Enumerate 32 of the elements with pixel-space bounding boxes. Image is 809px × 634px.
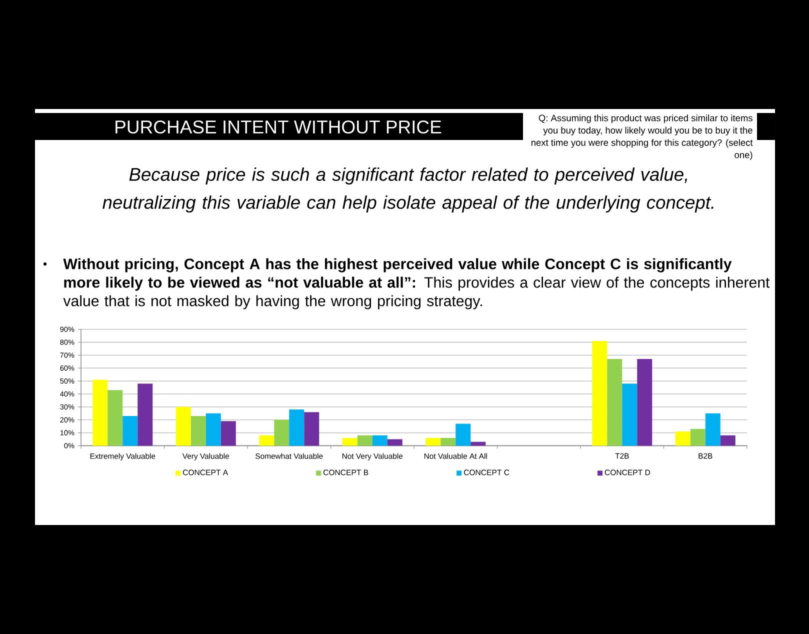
- bar: [289, 409, 304, 446]
- chart-title: PURCHASE INTENT WITHOUT PRICE: [116, 120, 442, 134]
- bar: [372, 435, 388, 446]
- bar: [387, 439, 402, 446]
- bar: [138, 384, 153, 446]
- bar: [190, 416, 206, 446]
- text: Without pricing, Concept A has the highest perceived value while Concept C is significantly more likely to be viewed as “not valuable at all”: This provides a clear view of the concepts inherent value that is not masked by having the wrong pricing strategy.: [63, 258, 770, 310]
- bar: [690, 428, 706, 446]
- bar: [342, 438, 358, 446]
- chart-subtitle: Because price is such a significant factor related to perceived value, neutralizing this variable can help isolate appeal of the underlying concept.: [102, 167, 714, 213]
- bar: [259, 435, 274, 446]
- bar: [206, 413, 221, 446]
- text: Q: Assuming this product was priced similar to items you buy today, how likely would you be to buy it the next time you were shopping for this category? (select one): [531, 114, 753, 160]
- bar: [720, 435, 736, 446]
- bar: [592, 340, 608, 446]
- bar: [274, 420, 290, 446]
- bar: [357, 435, 372, 446]
- bar: [426, 438, 441, 446]
- bar: [176, 406, 191, 446]
- bar: [440, 438, 456, 446]
- bar: [607, 359, 622, 446]
- bar: [456, 424, 471, 446]
- bar: [108, 390, 123, 446]
- bar: [622, 384, 638, 446]
- bar: [675, 431, 690, 446]
- bar: [304, 412, 320, 446]
- bar: [470, 442, 486, 446]
- bar: [122, 416, 138, 446]
- bar: [705, 413, 720, 446]
- bar: [220, 421, 236, 446]
- bar: [92, 380, 108, 446]
- bar: [637, 359, 652, 446]
